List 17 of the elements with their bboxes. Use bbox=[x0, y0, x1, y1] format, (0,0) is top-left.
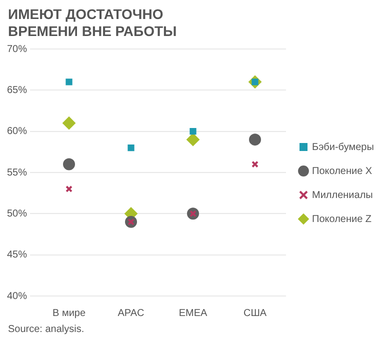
x-tick-label: APAC bbox=[118, 308, 144, 319]
y-tick-label: 45% bbox=[7, 250, 28, 261]
legend-label: Бэби-бумеры bbox=[312, 142, 374, 153]
y-tick-label: 50% bbox=[7, 208, 28, 220]
chart-title: ИМЕЮТ ДОСТАТОЧНО ВРЕМЕНИ ВНЕ РАБОТЫ bbox=[8, 6, 178, 40]
y-tick-label: 60% bbox=[7, 126, 28, 138]
source-note: Source: analysis. bbox=[8, 324, 86, 335]
legend-label: Поколение X bbox=[312, 166, 372, 177]
legend-label: Поколение Z bbox=[312, 214, 372, 225]
legend-label: Миллениалы bbox=[312, 190, 373, 201]
y-tick-label: 55% bbox=[7, 167, 28, 178]
y-tick-label: 40% bbox=[7, 290, 28, 302]
x-tick-label: США bbox=[243, 308, 267, 319]
x-tick-label: EMEA bbox=[178, 308, 208, 319]
y-tick-label: 70% bbox=[7, 44, 28, 55]
x-tick-label: В мире bbox=[52, 308, 86, 319]
y-tick-label: 65% bbox=[7, 84, 28, 96]
